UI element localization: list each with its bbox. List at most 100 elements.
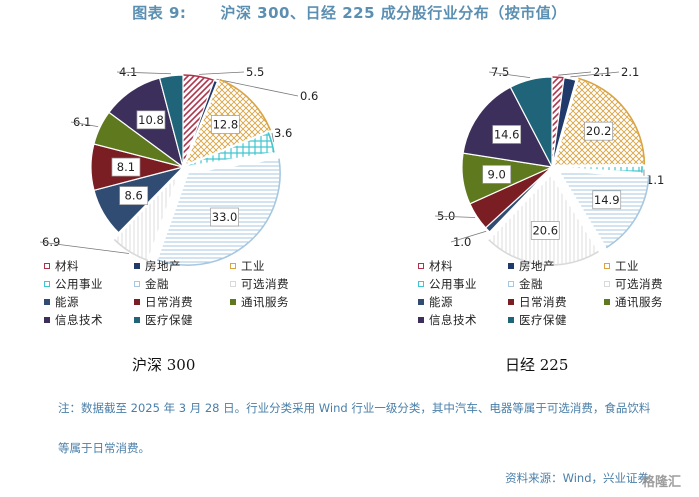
data-label-box-nikkei225-8 [482,165,512,184]
legend-swatch-nikkei225-0 [418,263,424,269]
legend-label-nikkei225-4: 金融 [519,277,543,291]
legend-item-hs300-5: 可选消费 [230,276,310,292]
legend-item-hs300-8: 通讯服务 [230,294,310,310]
legend-item-hs300-2: 工业 [230,258,310,274]
legend-label-hs300-8: 通讯服务 [241,295,289,309]
legend-item-hs300-6: 能源 [44,294,134,310]
data-label-nikkei225-0: 2.1 [593,65,611,79]
data-label-hs300-7: 8.1 [117,160,135,174]
leader-line-hs300-8 [70,121,99,128]
data-label-box-nikkei225-4 [592,190,622,210]
data-label-hs300-4: 33.0 [212,210,238,224]
legend-item-nikkei225-4: 金融 [508,276,604,292]
legend-label-nikkei225-1: 房地产 [519,259,555,273]
data-label-hs300-2: 12.8 [213,118,239,132]
legend-label-hs300-10: 医疗保健 [145,313,193,327]
data-label-box-nikkei225-5 [530,221,560,240]
legend-item-hs300-7: 日常消费 [134,294,230,310]
legend-swatch-hs300-2 [230,263,236,269]
legend-item-nikkei225-2: 工业 [604,258,684,274]
data-label-nikkei225-10: 7.5 [491,65,509,79]
legend-swatch-nikkei225-1 [508,263,514,269]
legend-swatch-hs300-8 [230,299,236,305]
legend-swatch-hs300-9 [44,317,50,323]
legend-label-hs300-7: 日常消费 [145,295,193,309]
legend-label-nikkei225-9: 信息技术 [429,313,477,327]
footnote: 注：数据截至 2025 年 3 月 28 日。行业分类采用 Wind 行业一级分… [58,401,651,455]
watermark-logo: 格隆汇 [641,475,681,490]
figure-title: 图表 9: 沪深 300、日经 225 成分股行业分布（按市值） [0,2,699,23]
legend-swatch-nikkei225-6 [418,299,424,305]
legend-swatch-hs300-5 [230,281,236,287]
legend-swatch-hs300-7 [134,299,140,305]
legend-item-hs300-3: 公用事业 [44,276,134,292]
leader-line-nikkei225-10 [488,71,531,79]
data-label-nikkei225-5: 20.6 [532,223,558,237]
legend-item-hs300-9: 信息技术 [44,312,134,328]
chart-title-nikkei225: 日经 225 [505,356,569,374]
figure-title-number: 图表 9: [132,4,187,22]
data-label-hs300-6: 8.6 [125,189,143,203]
pie-slice-hs300-1 [182,79,219,168]
figure-title-text: 沪深 300、日经 225 成分股行业分布（按市值） [220,4,567,22]
data-label-nikkei225-6: 1.0 [453,235,471,249]
leader-line-nikkei225-6 [450,230,487,243]
data-label-hs300-1: 0.6 [300,89,318,103]
pie-slice-hs300-10 [158,74,184,168]
source-line: 资料来源：Wind，兴业证券 [505,471,649,485]
legend-label-hs300-2: 工业 [241,259,265,273]
legend-item-hs300-10: 医疗保健 [134,312,230,328]
leader-line-hs300-3 [271,132,274,142]
data-label-hs300-9: 10.8 [138,113,164,127]
data-label-hs300-8: 6.1 [73,115,91,129]
legend-item-nikkei225-10: 医疗保健 [508,312,604,328]
legend-swatch-nikkei225-9 [418,317,424,323]
legend-swatch-hs300-10 [134,317,140,323]
legend-label-hs300-6: 能源 [55,295,79,309]
leader-line-nikkei225-7 [434,215,476,218]
data-label-box-hs300-2 [211,115,240,134]
legend-item-hs300-0: 材料 [44,258,134,274]
data-label-nikkei225-4: 14.9 [594,193,620,207]
data-label-nikkei225-3: 1.1 [646,173,664,187]
legend-label-hs300-3: 公用事业 [55,277,103,291]
data-label-nikkei225-1: 2.1 [621,65,639,79]
legend-item-nikkei225-1: 房地产 [508,258,604,274]
legend-swatch-nikkei225-5 [604,281,610,287]
data-label-box-hs300-6 [119,186,149,205]
leader-line-hs300-10 [116,71,171,75]
legend-item-nikkei225-3: 公用事业 [418,276,508,292]
legend-item-nikkei225-8: 通讯服务 [604,294,684,310]
legend-item-nikkei225-5: 可选消费 [604,276,684,292]
legend-swatch-hs300-4 [134,281,140,287]
legend-item-nikkei225-7: 日常消费 [508,294,604,310]
legend-label-hs300-5: 可选消费 [241,277,289,291]
legend-label-nikkei225-8: 通讯服务 [615,295,663,309]
leader-line-nikkei225-1 [570,71,620,78]
data-label-box-nikkei225-2 [584,121,613,141]
legend-label-hs300-0: 材料 [55,259,79,273]
legend-nikkei225: 材料 房地产 工业公用事业 金融 可选消费能源 日常消费 通讯服务信息技术 医疗保健 [418,258,684,328]
data-label-hs300-0: 5.5 [246,65,264,79]
legend-label-hs300-4: 金融 [145,277,169,291]
pie-slice-nikkei225-10 [509,76,553,168]
legend-item-nikkei225-0: 材料 [418,258,508,274]
legend-label-nikkei225-3: 公用事业 [429,277,477,291]
pie-chart-hs300: 5.50.612.83.633.06.98.68.16.1 10.84.1 [39,65,318,266]
data-label-nikkei225-2: 20.2 [586,124,612,138]
legend-swatch-nikkei225-10 [508,317,514,323]
legend-hs300: 材料 房地产 工业 公用事业 金融 可选消费 能源 日常消费 通讯服务 信息技术 医疗保健 [44,258,310,328]
legend-item-nikkei225-6: 能源 [418,294,508,310]
legend-item-nikkei225-9: 信息技术 [418,312,508,328]
leader-line-hs300-5 [39,241,129,254]
legend-item-hs300-4: 金融 [134,276,230,292]
data-label-box-nikkei225-9 [492,125,522,144]
legend-label-nikkei225-10: 医疗保健 [519,313,567,327]
legend-swatch-nikkei225-8 [604,299,610,305]
leader-line-nikkei225-0 [558,71,592,76]
data-label-nikkei225-8: 9.0 [488,167,506,181]
data-label-nikkei225-7: 5.0 [437,209,455,223]
data-label-hs300-3: 3.6 [274,126,292,140]
legend-swatch-hs300-1 [134,263,140,269]
legend-label-hs300-9: 信息技术 [55,313,103,327]
